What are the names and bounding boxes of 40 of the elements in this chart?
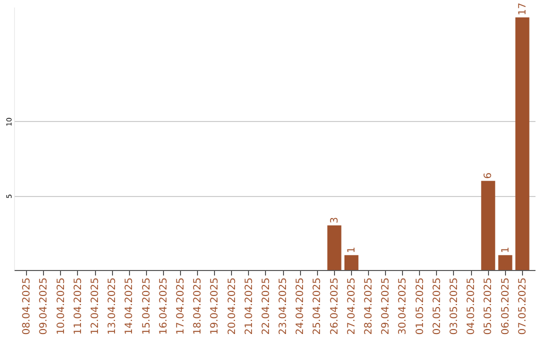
x-tick-label: 03.05.2025: [448, 278, 460, 335]
x-tick-label: 06.05.2025: [500, 278, 512, 335]
x-tick-label: 20.04.2025: [226, 278, 238, 335]
x-tick-label: 21.04.2025: [244, 278, 255, 335]
bar: [515, 17, 530, 270]
x-tick-label: 07.05.2025: [517, 278, 528, 335]
data-label: 1: [500, 246, 512, 254]
bar: [481, 180, 496, 270]
x-tick-label: 15.04.2025: [141, 278, 152, 335]
data-label: 17: [517, 2, 528, 16]
x-tick-label: 11.04.2025: [72, 278, 84, 335]
x-tick-label: 08.04.2025: [22, 278, 33, 335]
data-label: 6: [483, 172, 494, 179]
x-tick-label: 12.04.2025: [90, 278, 102, 335]
x-tick-label: 09.04.2025: [38, 278, 50, 335]
x-tick-label: 10.04.2025: [56, 278, 67, 335]
x-tick-label: 13.04.2025: [107, 278, 118, 335]
x-tick-label: 17.04.2025: [175, 278, 186, 335]
x-tick-label: 23.04.2025: [278, 278, 290, 335]
x-tick-label: 27.04.2025: [346, 278, 358, 335]
x-tick-label: 24.04.2025: [295, 278, 306, 335]
bar: [344, 255, 358, 270]
data-label: 1: [346, 246, 358, 254]
x-tick-label: 01.05.2025: [414, 278, 426, 335]
x-tick-label: 02.05.2025: [432, 278, 443, 335]
x-tick-label: 29.04.2025: [380, 278, 392, 335]
x-tick-label: 22.04.2025: [260, 278, 272, 335]
x-tick-label: 28.04.2025: [364, 278, 375, 335]
bar: [327, 225, 342, 270]
x-tick-label: 25.04.2025: [312, 278, 324, 335]
x-tick-label: 16.04.2025: [158, 278, 170, 335]
x-tick-label: 19.04.2025: [210, 278, 221, 335]
x-tick-label: 18.04.2025: [192, 278, 204, 335]
data-label: 3: [329, 217, 340, 224]
x-tick-label: 26.04.2025: [329, 278, 340, 335]
x-tick-label: 04.05.2025: [466, 278, 478, 335]
x-tick-label: 14.04.2025: [124, 278, 136, 335]
x-tick-label: 30.04.2025: [398, 278, 409, 335]
bar: [498, 255, 512, 270]
x-tick-label: 05.05.2025: [483, 278, 494, 335]
